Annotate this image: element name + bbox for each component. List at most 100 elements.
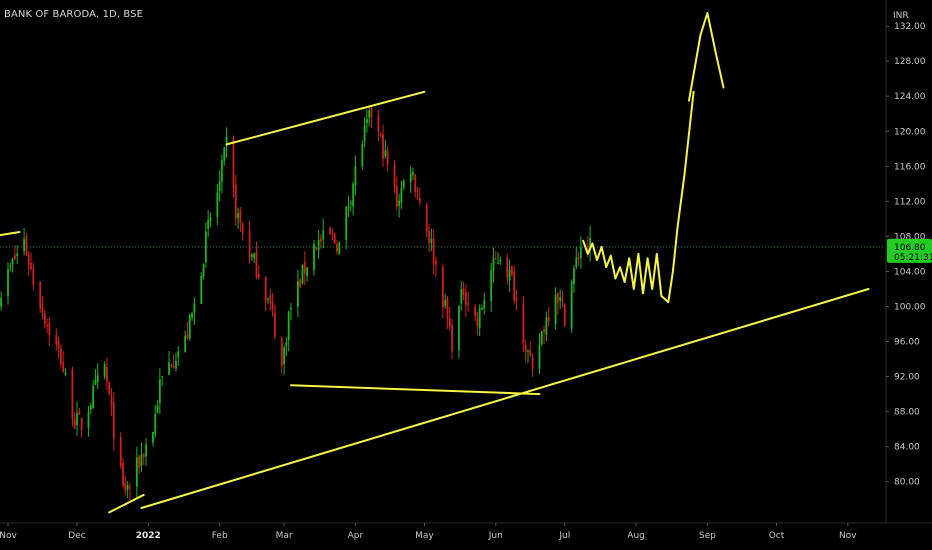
candle-body [32, 268, 35, 285]
candle-body [379, 134, 382, 136]
candle-body [382, 134, 384, 159]
candle-body [161, 376, 164, 378]
candle-body [556, 292, 559, 304]
candle-body [354, 166, 357, 186]
candle-body [347, 206, 350, 208]
x-tick-label: May [415, 531, 434, 541]
current-price-badge [887, 238, 932, 263]
candle-body [306, 267, 308, 276]
candle-body [441, 267, 444, 308]
candle-body [234, 184, 237, 219]
candle-body [202, 264, 205, 277]
candle-body [570, 282, 573, 329]
x-tick-label: Nov [839, 531, 857, 541]
candle-body [124, 482, 127, 492]
candle-body [529, 350, 532, 356]
candle-body [145, 444, 147, 457]
x-tick-label: Feb [212, 531, 228, 541]
candle-body [474, 306, 476, 316]
projection-path [582, 90, 695, 304]
candle-body [175, 360, 177, 369]
candle-body [538, 345, 541, 369]
candle-body [9, 265, 12, 267]
candle-body [168, 362, 170, 375]
candle-body [345, 206, 348, 240]
candle-body [425, 204, 428, 232]
candles-layer [0, 105, 591, 500]
candle-body [451, 325, 453, 352]
candle-body [48, 322, 51, 336]
candle-body [448, 318, 451, 327]
candle-body [94, 380, 97, 385]
candle-body [191, 313, 193, 318]
y-tick-label: 80.00 [894, 478, 920, 488]
candle-body [428, 231, 430, 243]
candle-body [313, 243, 315, 270]
candle-body [349, 202, 352, 204]
candle-body [239, 210, 242, 224]
x-tick-label: Nov [0, 531, 17, 541]
candle-body [543, 329, 545, 333]
candle-body [395, 185, 398, 207]
candle-body [586, 248, 589, 250]
candle-body [78, 411, 81, 415]
y-tick-label: 124.00 [894, 92, 926, 102]
y-tick-label: 96.00 [894, 338, 920, 348]
candle-body [299, 279, 302, 287]
candle-body [402, 180, 405, 188]
candle-body [393, 164, 396, 188]
candle-body [577, 257, 580, 259]
x-tick-label: Mar [276, 531, 293, 541]
candle-body [384, 150, 387, 157]
candle-body [446, 298, 449, 319]
candle-body [221, 160, 223, 182]
chart-title: BANK OF BARODA, 1D, BSE [4, 9, 144, 20]
candle-body [573, 268, 575, 284]
candle-body [563, 304, 566, 326]
candle-body [462, 288, 465, 295]
candle-body [506, 257, 509, 278]
candle-body [64, 372, 67, 375]
candle-body [508, 269, 511, 281]
candle-body [207, 220, 210, 229]
candle-body [129, 487, 131, 489]
candle-body [430, 239, 433, 243]
candle-body [103, 364, 106, 377]
candle-body [96, 375, 99, 383]
candle-body [39, 282, 42, 309]
trendline [225, 90, 426, 146]
candle-body [589, 237, 591, 251]
candle-body [156, 405, 159, 413]
candle-body [186, 333, 189, 339]
x-tick-label: Apr [348, 531, 364, 541]
x-axis[interactable]: Nov Dec 2022 Feb Mar Apr May Jun Jul Aug Sep Oct Nov [0, 522, 932, 541]
candle-body [255, 252, 258, 278]
x-tick-label: Jun [488, 531, 503, 541]
trendline [140, 288, 870, 509]
candle-body [135, 457, 138, 487]
candle-body [14, 255, 16, 259]
candle-body [23, 239, 26, 251]
candle-body [200, 276, 203, 305]
candle-body [333, 233, 336, 244]
x-tick-label: Aug [627, 531, 645, 541]
candle-body [515, 298, 518, 301]
candle-body [492, 257, 495, 271]
candle-body [269, 295, 272, 304]
candle-body [315, 247, 318, 250]
current-price-value: 106.80 [894, 243, 926, 253]
candle-body [432, 238, 435, 264]
candle-body [540, 331, 543, 345]
candle-body [322, 230, 325, 240]
candle-body [336, 244, 338, 252]
candle-body [7, 269, 9, 297]
y-tick-label: 100.00 [894, 303, 926, 313]
candle-body [481, 308, 483, 310]
candle-body [409, 174, 412, 183]
y-tick-label: 112.00 [894, 197, 926, 207]
candle-body [232, 138, 235, 188]
